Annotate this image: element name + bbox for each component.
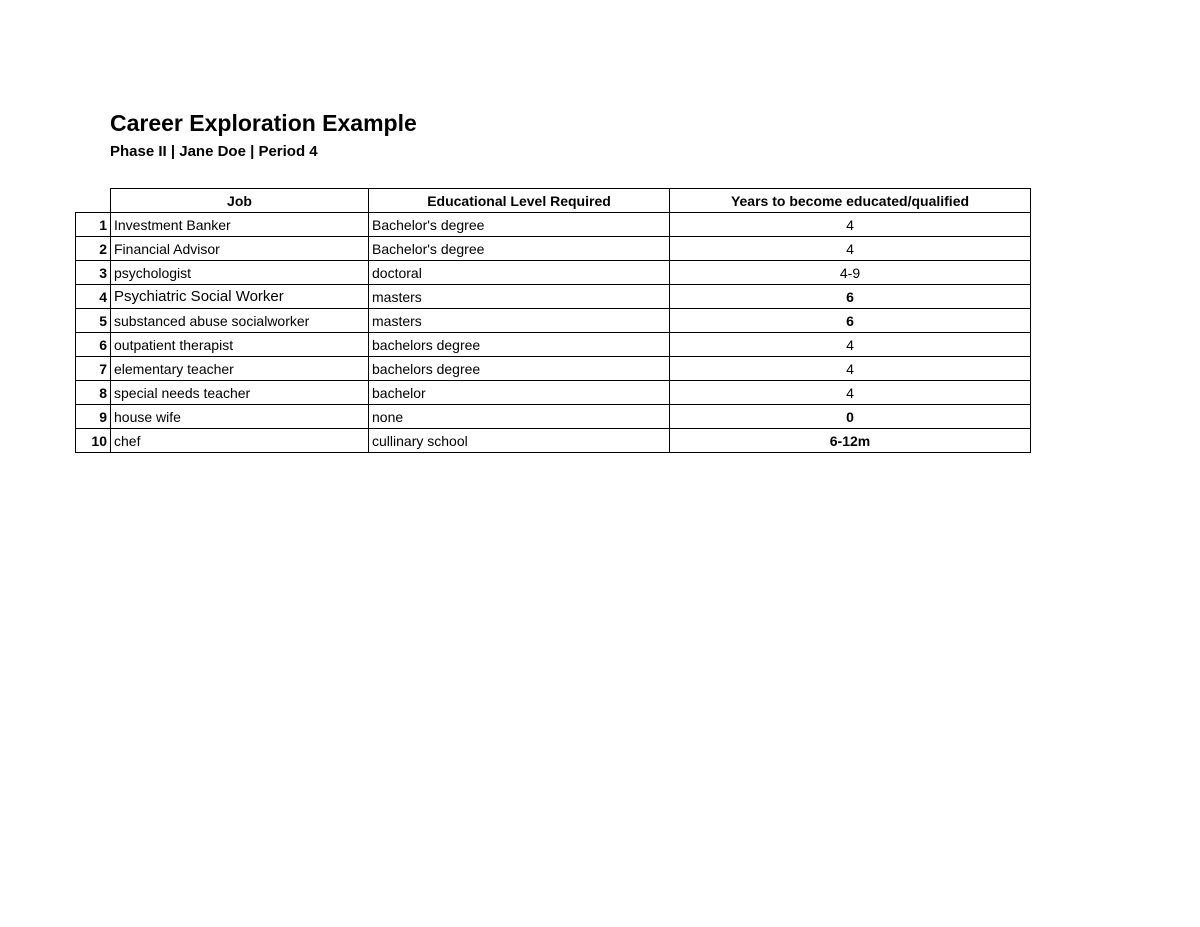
career-table: Job Educational Level Required Years to … [75,188,1031,453]
row-number: 9 [75,404,111,429]
years-cell: 4 [669,380,1031,405]
years-cell: 4 [669,236,1031,261]
row-number: 7 [75,356,111,381]
job-cell: house wife [110,404,369,429]
table-row: 6 outpatient therapist bachelors degree 4 [75,332,1031,357]
table-row: 10 chef cullinary school 6-12m [75,428,1031,453]
job-cell: special needs teacher [110,380,369,405]
education-cell: doctoral [368,260,670,285]
header-blank [75,188,111,213]
job-cell: psychologist [110,260,369,285]
table-row: 5 substanced abuse socialworker masters 6 [75,308,1031,333]
job-cell: Psychiatric Social Worker [110,284,369,309]
header-education: Educational Level Required [368,188,670,213]
job-cell: chef [110,428,369,453]
education-cell: bachelors degree [368,332,670,357]
row-number: 5 [75,308,111,333]
years-cell: 4-9 [669,260,1031,285]
row-number: 4 [75,284,111,309]
row-number: 1 [75,212,111,237]
job-cell: outpatient therapist [110,332,369,357]
job-cell: substanced abuse socialworker [110,308,369,333]
years-cell: 6-12m [669,428,1031,453]
table-row: 7 elementary teacher bachelors degree 4 [75,356,1031,381]
header-years: Years to become educated/qualified [669,188,1031,213]
education-cell: cullinary school [368,428,670,453]
years-cell: 4 [669,356,1031,381]
years-cell: 4 [669,332,1031,357]
education-cell: masters [368,284,670,309]
table-row: 9 house wife none 0 [75,404,1031,429]
years-cell: 6 [669,308,1031,333]
years-cell: 6 [669,284,1031,309]
table-header-row: Job Educational Level Required Years to … [75,188,1031,213]
row-number: 2 [75,236,111,261]
education-cell: Bachelor's degree [368,236,670,261]
table-row: 8 special needs teacher bachelor 4 [75,380,1031,405]
table-row: 4 Psychiatric Social Worker masters 6 [75,284,1031,309]
page-title: Career Exploration Example [110,110,417,136]
education-cell: none [368,404,670,429]
years-cell: 0 [669,404,1031,429]
table-row: 3 psychologist doctoral 4-9 [75,260,1031,285]
education-cell: bachelors degree [368,356,670,381]
table-row: 2 Financial Advisor Bachelor's degree 4 [75,236,1031,261]
row-number: 8 [75,380,111,405]
row-number: 3 [75,260,111,285]
education-cell: bachelor [368,380,670,405]
job-cell: Investment Banker [110,212,369,237]
header-job: Job [110,188,369,213]
years-cell: 4 [669,212,1031,237]
page-subtitle: Phase II | Jane Doe | Period 4 [110,143,318,160]
job-cell: elementary teacher [110,356,369,381]
education-cell: Bachelor's degree [368,212,670,237]
education-cell: masters [368,308,670,333]
row-number: 6 [75,332,111,357]
row-number: 10 [75,428,111,453]
job-cell: Financial Advisor [110,236,369,261]
table-row: 1 Investment Banker Bachelor's degree 4 [75,212,1031,237]
